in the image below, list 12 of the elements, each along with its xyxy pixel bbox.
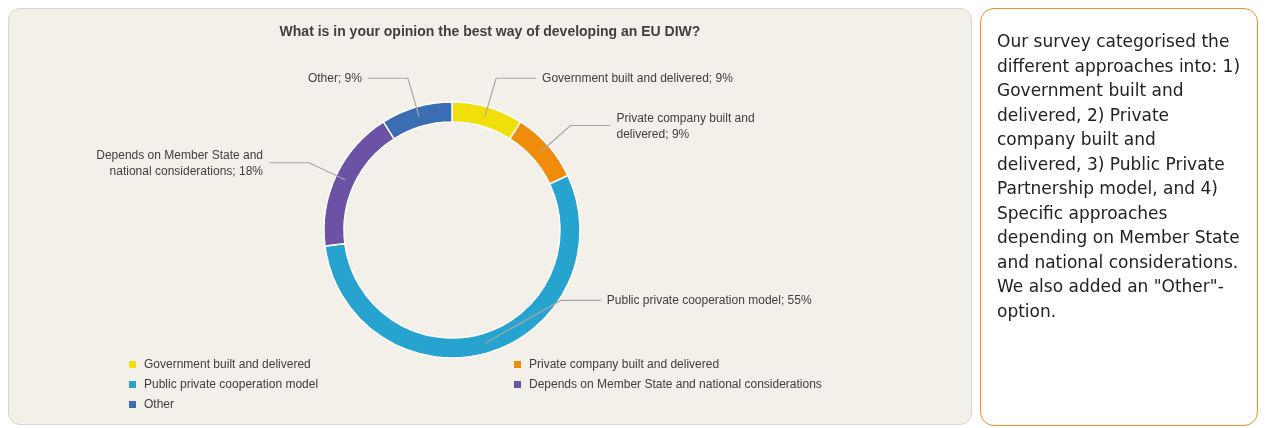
legend-label: Public private cooperation model <box>144 377 319 391</box>
data-label: Depends on Member State and national considerations; 18% <box>96 147 264 178</box>
legend-label: Depends on Member State and national considerations <box>529 377 822 391</box>
data-label: Public private cooperation model; 55% <box>606 293 812 308</box>
data-label: Private company built and delivered; 9% <box>616 110 755 141</box>
data-label: Other; 9% <box>307 71 363 86</box>
legend-label: Private company built and delivered <box>529 357 720 371</box>
text: Our survey categorised the different approaches into: 1) Government built and delivered, 2) Private company built and delivered, 3) Public Private Partnership model, and 4) Specific approaches depending on Member State and national considerations. We also added an "Other"-option. <box>997 31 1241 321</box>
chart-title: What is in your opinion the best way of developing an EU DIW? <box>278 23 702 39</box>
legend-label: Government built and delivered <box>144 357 311 371</box>
legend-label: Other <box>144 397 175 411</box>
data-label: Government built and delivered; 9% <box>542 71 734 86</box>
